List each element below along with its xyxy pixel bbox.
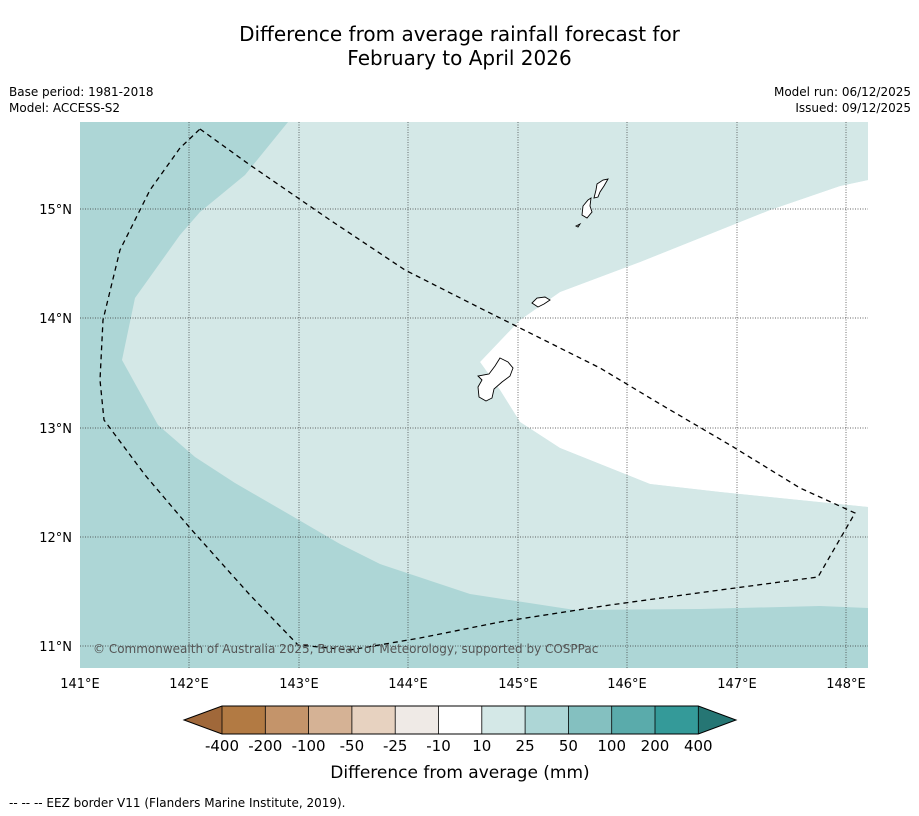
lon-label: 144°E (388, 677, 428, 692)
colorbar-cell (395, 706, 439, 734)
colorbar-tick: 400 (684, 737, 713, 755)
islands (477, 178, 609, 402)
gridlines (80, 122, 868, 668)
colorbar-dividers (221, 706, 699, 734)
issued-date: Issued: 09/12/2025 (795, 101, 911, 115)
colorbar-tick: -400 (205, 737, 239, 755)
aguijan-island (574, 222, 582, 228)
colorbar-tick: -10 (426, 737, 451, 755)
title-line-2: February to April 2026 (347, 46, 572, 70)
lon-label: 146°E (607, 677, 647, 692)
colorbar-tick: -50 (340, 737, 365, 755)
lat-label: 13°N (39, 422, 72, 437)
model-run: Model run: 06/12/2025 (773, 85, 911, 99)
saipan-island (593, 178, 609, 199)
lat-label: 12°N (39, 531, 72, 546)
title-line-1: Difference from average rainfall forecas… (239, 22, 680, 46)
colorbar-tick: 100 (597, 737, 626, 755)
base-period: Base period: 1981-2018 (9, 85, 154, 99)
colorbar-high-arrow (698, 706, 736, 734)
colorbar-tick: -25 (383, 737, 408, 755)
eez-footnote: -- -- -- EEZ border V11 (Flanders Marine… (9, 796, 346, 810)
colorbar-cell (568, 706, 612, 734)
lon-label: 147°E (717, 677, 757, 692)
colorbar-cell (611, 706, 655, 734)
rota-island (531, 296, 551, 308)
lon-label: 142°E (169, 677, 209, 692)
lat-label: 14°N (39, 312, 72, 327)
lat-label: 15°N (39, 203, 72, 218)
colorbar-cell (351, 706, 396, 734)
colorbar-tick: 10 (472, 737, 491, 755)
meta-right: Model run: 06/12/2025 Issued: 09/12/2025 (774, 84, 911, 116)
colorbar-tick: 200 (641, 737, 670, 755)
lon-label: 143°E (279, 677, 319, 692)
colorbar-title: Difference from average (mm) (330, 763, 589, 783)
colorbar-cell (525, 706, 569, 734)
colorbar-tick: 50 (559, 737, 578, 755)
meta-left: Base period: 1981-2018 Model: ACCESS-S2 (9, 84, 154, 116)
colorbar-tick: -200 (248, 737, 282, 755)
lat-labels: 15°N 14°N 13°N 12°N 11°N (39, 203, 72, 655)
colorbar: -400 -200 -100 -50 -25 -10 10 25 50 100 … (182, 705, 738, 783)
colorbar-cell (222, 706, 266, 734)
lon-label: 141°E (60, 677, 100, 692)
map-area: © Commonwealth of Australia 2025, Bureau… (80, 122, 868, 668)
region-m10-10 (480, 180, 868, 507)
lon-label: 145°E (498, 677, 538, 692)
colorbar-cell (655, 706, 699, 734)
model-name: Model: ACCESS-S2 (9, 101, 121, 115)
colorbar-cell (308, 706, 352, 734)
lon-label: 148°E (826, 677, 866, 692)
colorbar-low-arrow (184, 706, 222, 734)
colorbar-cell (481, 706, 526, 734)
lat-label: 11°N (39, 640, 72, 655)
colorbar-cell (438, 706, 482, 734)
guam-island (477, 357, 514, 402)
colorbar-tick: -100 (292, 737, 326, 755)
colorbar-tick: 25 (516, 737, 535, 755)
tinian-island (581, 197, 593, 219)
eez-border (99, 128, 856, 651)
map-title: Difference from average rainfall forecas… (0, 22, 919, 70)
region-10-25 (122, 122, 868, 610)
colorbar-ticks: -400 -200 -100 -50 -25 -10 10 25 50 100 … (205, 737, 713, 755)
lon-labels: 141°E 142°E 143°E 144°E 145°E 146°E 147°… (60, 677, 866, 692)
colorbar-cell (265, 706, 309, 734)
copyright-text: © Commonwealth of Australia 2025, Bureau… (93, 642, 598, 656)
